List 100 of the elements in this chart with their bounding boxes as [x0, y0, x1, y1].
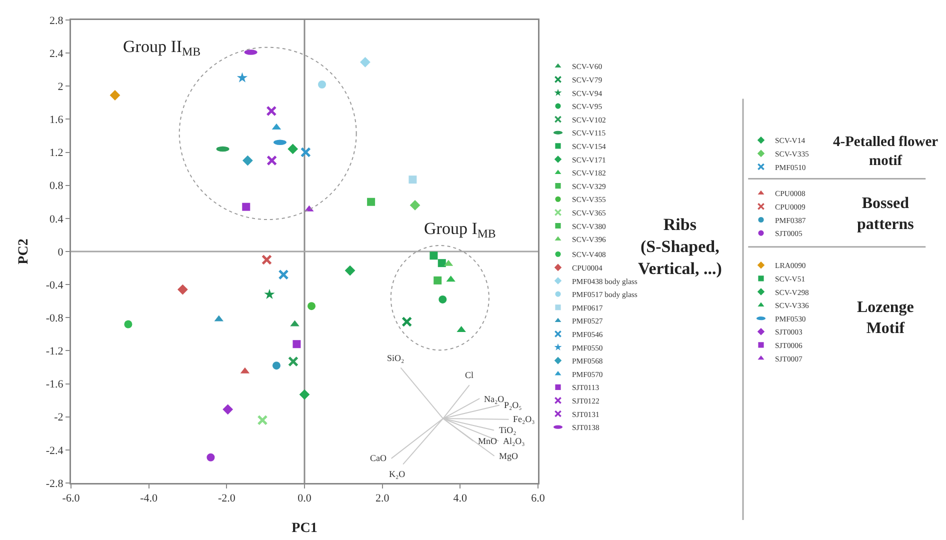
legend-label: PMF0617 [572, 303, 603, 312]
y-tick-label: -0.4 [46, 279, 64, 292]
legend-label: SCV-V102 [572, 115, 606, 124]
y-tick-label: 1.6 [50, 114, 64, 126]
y-tick-label: -2 [54, 412, 64, 424]
point [318, 80, 326, 88]
point [402, 316, 412, 328]
annotation: Na₂O [484, 394, 505, 404]
legend-label: PMF0527 [572, 316, 603, 326]
point [264, 288, 275, 300]
y-axis-title: PC2 [16, 238, 32, 264]
legend-label: PMF0387 [775, 216, 806, 225]
x-axis-title: PC1 [292, 520, 318, 536]
legend-label: SJT0003 [775, 328, 802, 337]
point [242, 155, 253, 166]
x-tick-label: 4.0 [453, 492, 468, 505]
y-tick-label: 2 [58, 80, 64, 93]
legend-label: SJT0138 [572, 423, 600, 432]
legend-label: PMF0546 [572, 330, 603, 339]
x-tick-label: 0.0 [298, 492, 312, 505]
point [124, 320, 132, 328]
legend-label: CPU0004 [572, 263, 602, 272]
legend-label: SCV-V51 [775, 274, 806, 284]
annotation: Al₂O₃ [503, 436, 525, 446]
legend-label: SCV-V60 [572, 62, 602, 72]
point [236, 72, 248, 82]
legend-label: SCV-V335 [775, 149, 810, 158]
point [430, 252, 438, 260]
annotation: Fe₂O₃ [513, 414, 535, 424]
y-tick-label: 0 [58, 246, 64, 258]
x-tick-label: 6.0 [531, 492, 546, 505]
y-tick-label: -2.4 [46, 444, 64, 457]
legend-label: PMF0517 body glass [572, 290, 638, 300]
annotation: SiO₂ [387, 353, 404, 363]
legend-label: PMF0530 [775, 314, 806, 324]
legend-label: SCV-V171 [572, 155, 606, 164]
legend-label: SJT0122 [572, 396, 600, 406]
y-tick-label: -2.8 [46, 478, 64, 490]
legend-label: SCV-V115 [572, 128, 606, 138]
legend-label: SJT0113 [572, 383, 600, 392]
point [242, 202, 250, 211]
point [434, 276, 442, 284]
y-tick-label: -1.2 [46, 346, 64, 358]
annotation: Cl [465, 370, 474, 380]
x-tick-label: -4.0 [140, 492, 158, 505]
y-tick-label: 0.4 [50, 213, 64, 226]
y-tick-label: 0.8 [50, 180, 64, 192]
point [206, 453, 215, 462]
legend-label: SJT0005 [775, 229, 802, 238]
point [272, 362, 280, 370]
point [344, 265, 356, 276]
point [288, 144, 298, 154]
legend-label: PMF0438 body glass [572, 276, 638, 286]
point [262, 254, 272, 266]
point [367, 198, 376, 206]
legend-label: SCV-V94 [572, 88, 602, 98]
legend-label: PMF0510 [775, 162, 806, 172]
point [288, 356, 298, 367]
point [438, 295, 447, 304]
legend-label: CPU0009 [775, 202, 806, 212]
point [266, 155, 278, 166]
annotation: Group I$_{MB}$ [424, 219, 496, 241]
y-tick-label: -0.8 [46, 312, 64, 324]
point [266, 106, 277, 116]
point [410, 200, 420, 210]
legend-label: SCV-V154 [572, 142, 606, 151]
annotation: TiO₂ [499, 425, 516, 435]
legend-label: PMF0568 [572, 356, 603, 366]
legend-label: SJT0006 [775, 340, 802, 350]
y-tick-label: 1.2 [50, 147, 64, 160]
x-tick-label: -6.0 [62, 492, 80, 505]
legend-label: SCV-V408 [572, 250, 606, 260]
annotation: P₂O₅ [504, 400, 522, 410]
legend-label: SCV-V79 [572, 75, 602, 84]
legend-label: SCV-V95 [572, 102, 602, 112]
point [110, 90, 120, 100]
annotation: MgO [499, 451, 518, 461]
point [177, 284, 188, 295]
point [257, 414, 268, 426]
point [299, 389, 310, 400]
x-tick-label: 2.0 [375, 492, 390, 505]
legend-label: SCV-V336 [775, 301, 810, 310]
legend-label: SCV-V182 [572, 168, 606, 178]
text: 4-Petalled flower motif [833, 134, 939, 169]
legend-label: SCV-V380 [572, 222, 606, 231]
text: Bossed patterns [857, 195, 914, 233]
point [308, 302, 316, 310]
annotation: MnO [478, 436, 498, 446]
annotation: Group II$_{MB}$ [123, 37, 201, 59]
point [360, 56, 370, 68]
legend-label: SCV-V396 [572, 235, 606, 244]
legend-label: SJT0007 [775, 354, 802, 364]
text: Ribs (S-Shaped, Vertical, ...) [638, 215, 722, 278]
point [292, 340, 301, 348]
y-tick-label: -1.6 [46, 378, 64, 391]
legend-label: SCV-V355 [572, 195, 606, 204]
point [300, 147, 311, 158]
legend-label: CPU0008 [775, 189, 806, 198]
point [408, 176, 417, 184]
legend-label: SCV-V365 [572, 208, 606, 218]
